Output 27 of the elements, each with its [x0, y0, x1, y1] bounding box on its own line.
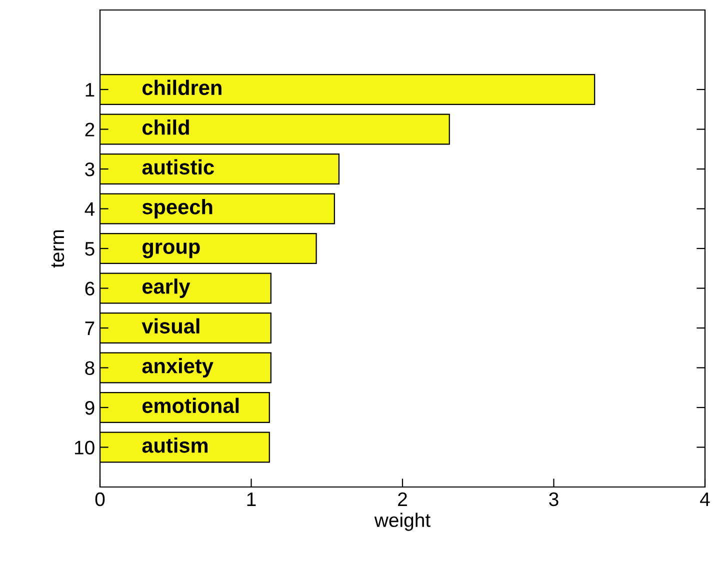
- annotation: early: [142, 278, 190, 298]
- y-axis-title: term: [51, 230, 64, 268]
- annotation: autism: [142, 438, 208, 453]
- annotation: anxiety: [142, 358, 214, 378]
- y-tick-label: 5: [85, 242, 94, 256]
- y-tick-label: 2: [85, 122, 94, 136]
- y-tick-label: 10: [74, 440, 94, 454]
- y-tick-label: 8: [85, 361, 94, 375]
- x-tick-label: 4: [700, 492, 710, 506]
- annotation: emotional: [142, 398, 239, 414]
- annotation: children: [142, 80, 222, 96]
- annotation: speech: [142, 199, 212, 218]
- y-tick-label: 1: [86, 83, 94, 97]
- x-tick-label: 1: [247, 492, 256, 506]
- annotation: child: [142, 120, 189, 135]
- annotation: group: [142, 242, 200, 258]
- x-tick-label: 3: [549, 492, 558, 506]
- annotation: visual: [142, 318, 200, 334]
- annotation: autistic: [142, 159, 214, 175]
- y-tick-label: 7: [85, 322, 94, 336]
- x-tick-label: 0: [95, 492, 105, 506]
- y-tick-label: 3: [85, 162, 94, 176]
- y-tick-label: 6: [85, 282, 94, 296]
- x-tick-label: 2: [398, 492, 407, 506]
- x-axis-title: weight: [374, 512, 430, 531]
- y-tick-label: 9: [85, 400, 94, 415]
- y-tick-label: 4: [84, 202, 95, 216]
